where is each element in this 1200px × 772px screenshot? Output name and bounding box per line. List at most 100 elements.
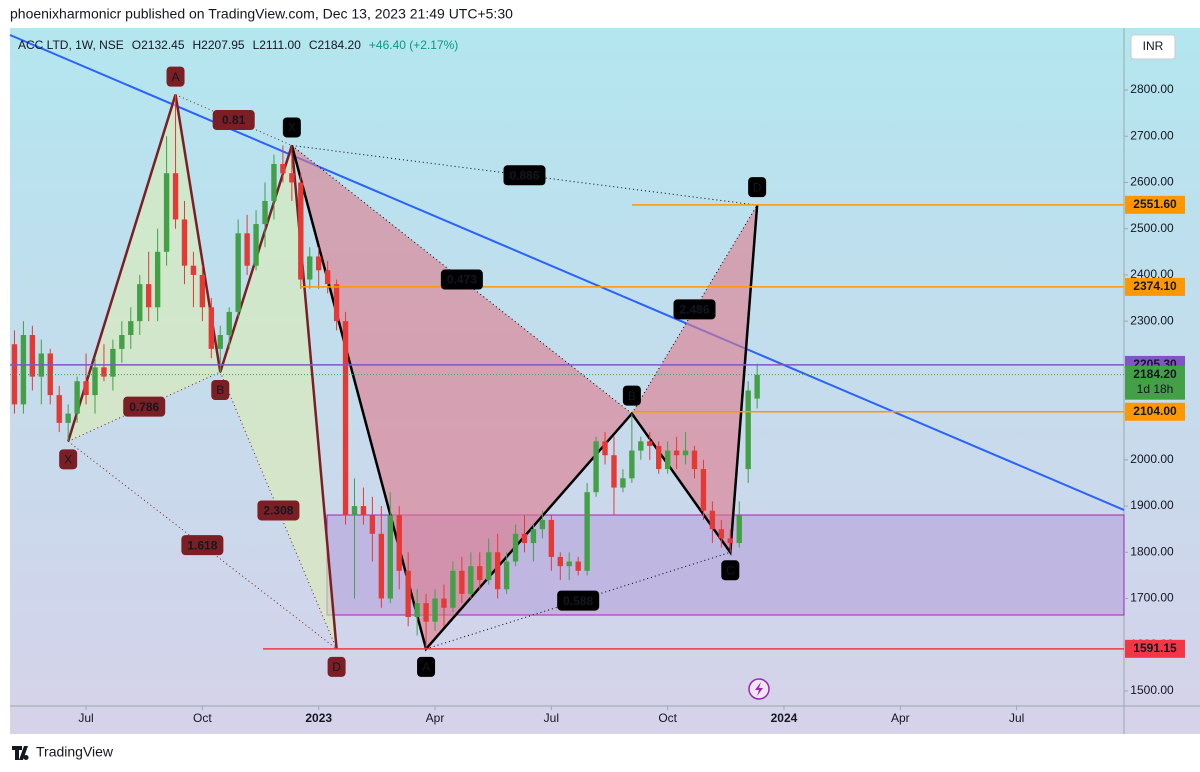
ohlc-value: H2207.95 xyxy=(193,38,245,52)
ratio-box xyxy=(212,110,255,131)
x-tick-label: Oct xyxy=(193,711,212,725)
ohlc-value: O2132.45 xyxy=(132,38,185,52)
x-tick-label: Jul xyxy=(544,711,559,725)
candle-body xyxy=(521,533,528,544)
candle-body xyxy=(647,441,653,446)
candle-body xyxy=(656,445,662,470)
chart-background xyxy=(10,28,1200,734)
candle-body xyxy=(262,200,268,225)
candle-body xyxy=(414,603,420,618)
brand-logo xyxy=(12,746,29,760)
x-tick-label: 2024 xyxy=(771,711,798,725)
price-label: 2104.00 xyxy=(1133,404,1177,418)
candle-body xyxy=(65,413,71,423)
ohlc-value: C2184.20 xyxy=(309,38,361,52)
candle-body xyxy=(154,251,161,308)
y-tick-label: 2800.00 xyxy=(1130,82,1174,96)
candle-body xyxy=(146,284,152,308)
pattern-fill xyxy=(220,145,337,649)
candle-body xyxy=(477,566,483,581)
point-box xyxy=(721,560,740,581)
point-label: X xyxy=(64,453,72,467)
y-tick-label: 2600.00 xyxy=(1130,175,1174,189)
candle-body xyxy=(584,492,590,571)
y-tick-label: 2400.00 xyxy=(1130,267,1174,281)
candle-body xyxy=(83,381,89,396)
candle-body xyxy=(190,265,197,275)
pattern-fill xyxy=(291,145,632,649)
publish-note: phoenixharmonicr published on TradingVie… xyxy=(10,6,513,22)
candle-body xyxy=(396,515,402,571)
candle-body xyxy=(101,367,107,377)
ratio-line xyxy=(631,204,758,414)
point-box xyxy=(327,656,346,677)
trend-line xyxy=(9,34,1125,511)
y-tick-label: 1900.00 xyxy=(1130,498,1174,512)
price-label-box xyxy=(1125,402,1185,421)
candle-body xyxy=(700,469,707,511)
candle-body xyxy=(718,529,725,539)
ratio-label: 0.786 xyxy=(129,400,159,414)
ratio-box xyxy=(673,299,716,320)
candle-body xyxy=(754,374,760,399)
event-icon-bolt xyxy=(755,682,763,696)
candle-body xyxy=(163,173,170,252)
point-label: A xyxy=(172,70,180,84)
x-tick-label: Jul xyxy=(78,711,93,725)
candle-body xyxy=(423,603,429,622)
ratio-label: 2.486 xyxy=(679,303,709,317)
currency-box[interactable] xyxy=(1130,34,1176,60)
current-price: 2184.20 xyxy=(1133,367,1177,381)
candle-body xyxy=(494,552,501,590)
ticker: ACC LTD, 1W, NSE xyxy=(18,38,124,52)
candle-body xyxy=(459,570,465,594)
candle-body xyxy=(360,506,367,516)
candle-body xyxy=(119,335,125,349)
candle-body xyxy=(611,455,617,488)
point-box xyxy=(622,385,641,406)
x-tick-label: Jul xyxy=(1009,711,1024,725)
candle-body xyxy=(351,506,358,516)
candle-body xyxy=(110,348,116,377)
point-label: D xyxy=(332,660,341,674)
candle-body xyxy=(593,441,599,493)
candle-body xyxy=(432,598,438,622)
candle-body xyxy=(673,450,680,456)
ratio-label: 0.886 xyxy=(509,168,539,182)
candle-body xyxy=(709,510,716,530)
price-label-box xyxy=(1125,195,1185,214)
chart-layer: 0.786 0.81 2.308 1.618 X A B D 0.473 0.588 2.486 0.… xyxy=(10,66,1124,677)
ratio-line xyxy=(67,440,337,650)
price-label: 2374.10 xyxy=(1133,279,1177,293)
ohlc-value: L2111.00 xyxy=(253,38,302,52)
candle-body xyxy=(691,450,698,470)
candle-body xyxy=(137,284,143,322)
point-label: D xyxy=(753,180,762,194)
y-tick-label: 1500.00 xyxy=(1130,683,1174,697)
candle-body xyxy=(226,311,232,336)
candle-body xyxy=(20,335,27,405)
candle-body xyxy=(47,353,53,396)
ratio-label: 0.473 xyxy=(447,273,477,287)
candle-body xyxy=(503,561,510,590)
point-box xyxy=(166,66,185,87)
ratio-label: 1.618 xyxy=(187,538,217,552)
y-tick-label: 2700.00 xyxy=(1130,128,1174,142)
candle-body xyxy=(333,284,340,322)
candle-body xyxy=(566,561,572,567)
candle-body xyxy=(539,519,546,530)
candle-body xyxy=(575,561,581,571)
candle-body xyxy=(199,274,206,308)
candle-body xyxy=(557,556,563,567)
ratio-label: 2.308 xyxy=(263,504,293,518)
point-label: A xyxy=(422,660,430,674)
candle-body xyxy=(369,515,376,534)
candle-body xyxy=(316,256,322,271)
point-label: C xyxy=(726,563,735,577)
candle-body xyxy=(378,533,385,599)
ratio-label: 0.81 xyxy=(222,113,246,127)
candle-body xyxy=(181,219,188,266)
candle-body xyxy=(324,270,331,285)
ratio-box xyxy=(181,535,224,556)
